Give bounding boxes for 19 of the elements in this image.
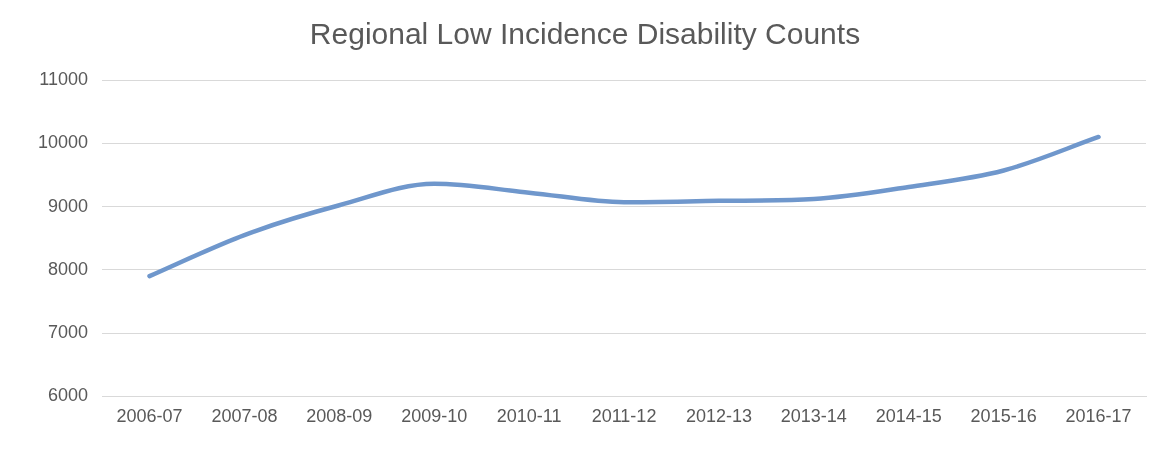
y-tick-label: 10000 bbox=[37, 132, 89, 153]
x-tick-label: 2009-10 bbox=[401, 406, 468, 427]
y-tick-label: 7000 bbox=[48, 322, 89, 343]
x-tick-label: 2008-09 bbox=[306, 406, 373, 427]
x-tick-label: 2013-14 bbox=[780, 406, 847, 427]
x-tick-label: 2010-11 bbox=[496, 406, 562, 427]
x-tick-label: 2016-17 bbox=[1065, 406, 1132, 427]
y-tick-label: 11000 bbox=[39, 68, 89, 89]
x-tick-label: 2012-13 bbox=[685, 406, 752, 427]
x-tick-label: 2011-12 bbox=[591, 406, 657, 427]
chart-title: Regional Low Incidence Disability Counts bbox=[309, 17, 861, 51]
y-tick-label: 9000 bbox=[48, 195, 89, 216]
y-tick-label: 8000 bbox=[48, 258, 89, 279]
y-tick-label: 6000 bbox=[48, 385, 89, 406]
x-tick-label: 2006-07 bbox=[116, 406, 183, 427]
x-tick-label: 2014-15 bbox=[875, 406, 942, 427]
line-series bbox=[147, 134, 1101, 279]
x-tick-label: 2007-08 bbox=[211, 406, 278, 427]
x-tick-label: 2015-16 bbox=[970, 406, 1037, 427]
